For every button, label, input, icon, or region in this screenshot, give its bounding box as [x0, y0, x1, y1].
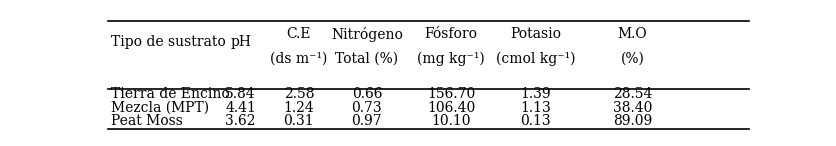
Text: 1.24: 1.24 — [283, 101, 314, 115]
Text: (mg kg⁻¹): (mg kg⁻¹) — [417, 51, 485, 66]
Text: 38.40: 38.40 — [613, 101, 652, 115]
Text: 5.84: 5.84 — [225, 87, 256, 101]
Text: 4.41: 4.41 — [225, 101, 256, 115]
Text: 1.13: 1.13 — [520, 101, 551, 115]
Text: Potasio: Potasio — [510, 27, 561, 41]
Text: 1.39: 1.39 — [520, 87, 551, 101]
Text: 10.10: 10.10 — [431, 114, 471, 128]
Text: 156.70: 156.70 — [427, 87, 475, 101]
Text: M.O: M.O — [618, 27, 647, 41]
Text: Total (%): Total (%) — [335, 52, 399, 66]
Text: 89.09: 89.09 — [613, 114, 652, 128]
Text: pH: pH — [230, 35, 251, 49]
Text: Mezcla (MPT): Mezcla (MPT) — [111, 101, 209, 115]
Text: 0.31: 0.31 — [283, 114, 314, 128]
Text: Tipo de sustrato: Tipo de sustrato — [111, 35, 226, 49]
Text: 0.97: 0.97 — [352, 114, 382, 128]
Text: 106.40: 106.40 — [427, 101, 475, 115]
Text: 0.13: 0.13 — [520, 114, 551, 128]
Text: 3.62: 3.62 — [226, 114, 256, 128]
Text: Peat Moss: Peat Moss — [111, 114, 183, 128]
Text: 0.66: 0.66 — [352, 87, 382, 101]
Text: Tierra de Encino: Tierra de Encino — [111, 87, 230, 101]
Text: (ds m⁻¹): (ds m⁻¹) — [270, 52, 328, 66]
Text: 28.54: 28.54 — [613, 87, 652, 101]
Text: Nitrógeno: Nitrógeno — [331, 27, 403, 42]
Text: (cmol kg⁻¹): (cmol kg⁻¹) — [496, 51, 575, 66]
Text: 2.58: 2.58 — [283, 87, 314, 101]
Text: C.E: C.E — [287, 27, 311, 41]
Text: (%): (%) — [620, 52, 645, 66]
Text: 0.73: 0.73 — [352, 101, 382, 115]
Text: Fósforo: Fósforo — [425, 27, 477, 41]
